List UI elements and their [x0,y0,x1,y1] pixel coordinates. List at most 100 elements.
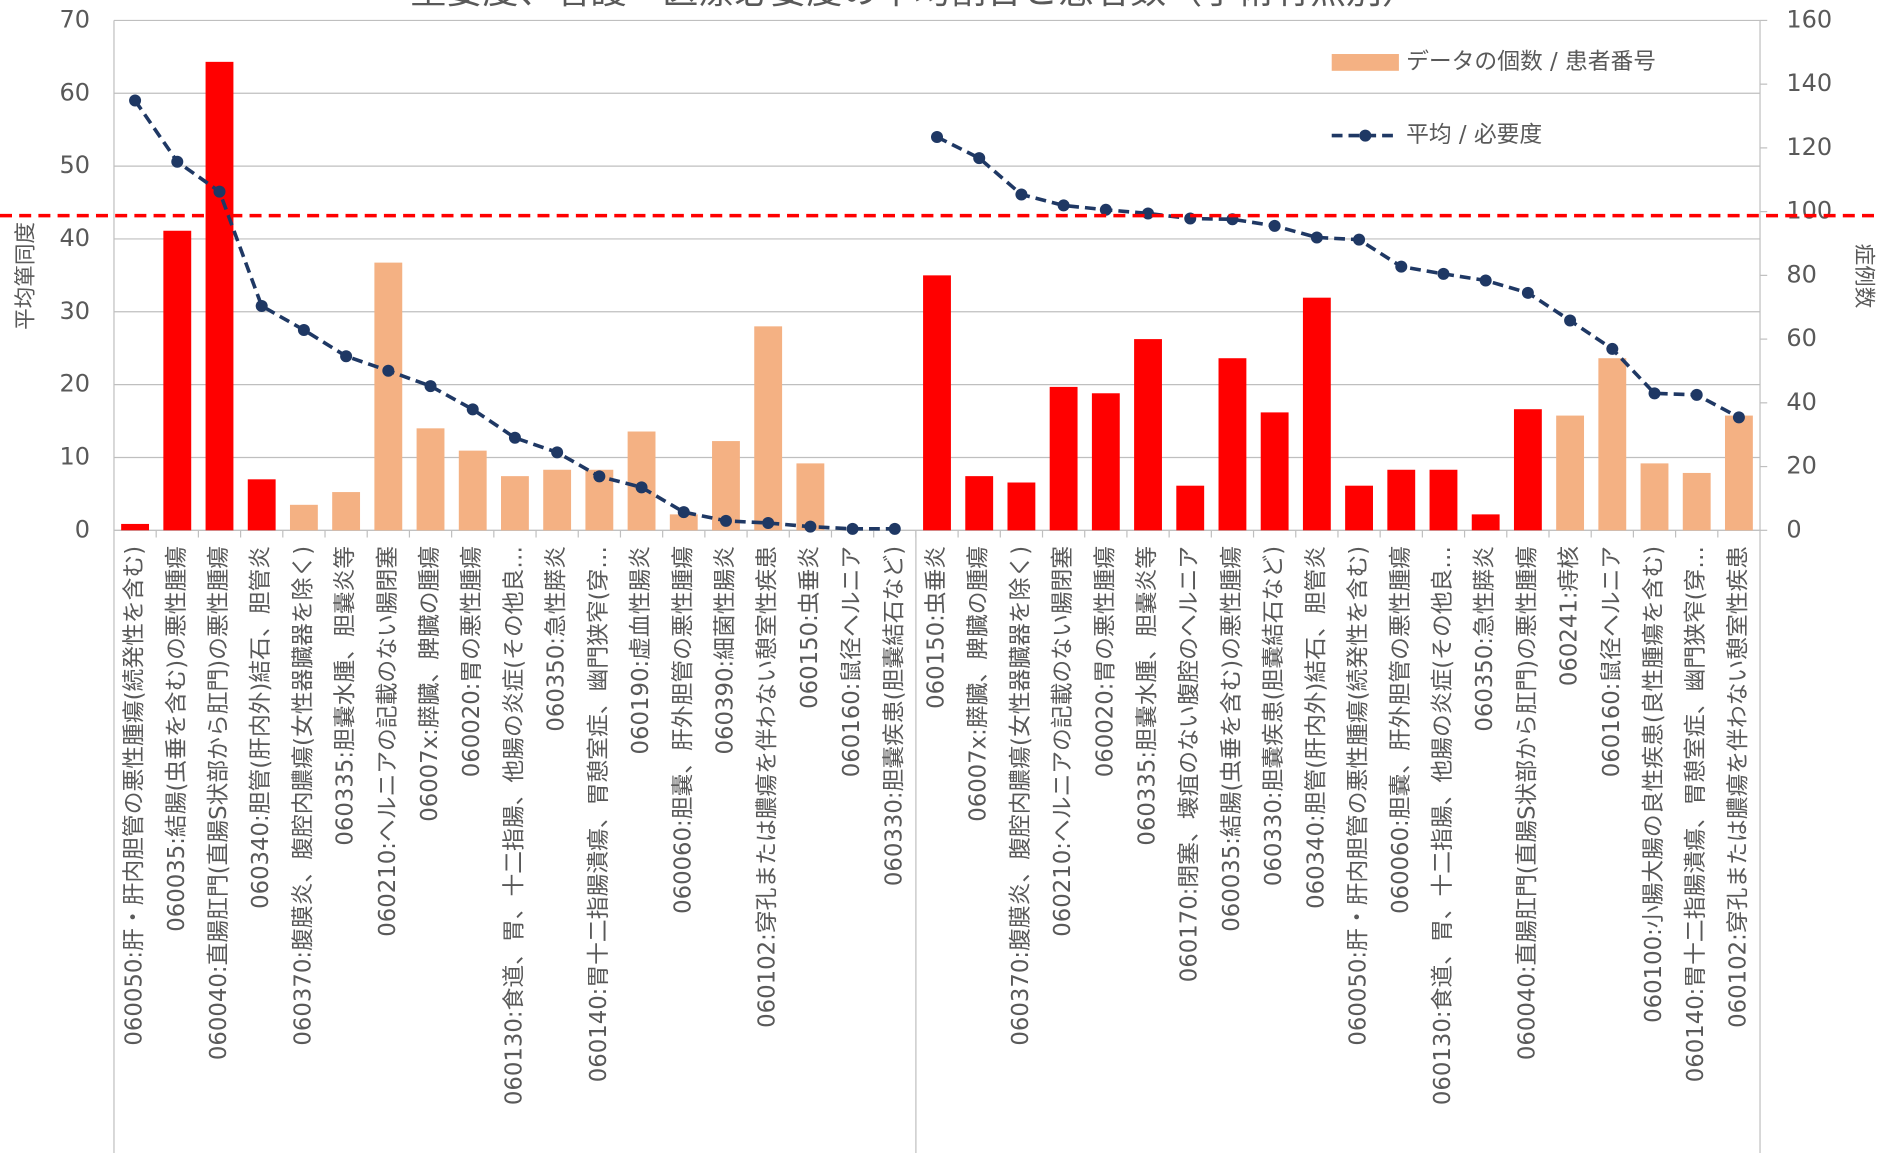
line-point [1690,388,1703,401]
bar [1260,412,1289,531]
line-point [1479,274,1492,287]
line-point [424,380,437,393]
x-tick-label: 060140:胃十二指腸潰瘍、胃憩室症、幽門狭窄(穿… [1683,546,1709,1082]
x-tick-label: 060330:胆嚢疾患(胆嚢結石など) [1261,546,1287,886]
y-tick-label: 10 [59,442,90,470]
y2-tick-label: 100 [1786,197,1832,225]
line-point [551,446,564,459]
x-tick-label: 060060:胆嚢、肝外胆管の悪性腫瘍 [1388,546,1414,914]
bar [121,523,150,531]
line-point [1099,203,1112,216]
legend-swatch [1331,54,1399,71]
x-tick-label: 060150:虫垂炎 [924,546,950,709]
x-tick-label: 06007x:膵臓、脾臓の腫瘍 [966,546,992,822]
bar [1471,514,1500,531]
bar [163,230,192,531]
x-tick-label: 060350:急性膵炎 [1472,546,1498,732]
y2-tick-label: 140 [1786,69,1832,97]
x-tick-label: 060150:虫垂炎 [797,546,823,709]
y-tick-label: 30 [59,297,90,325]
legend-label: 平均 / 必要度 [1406,122,1542,148]
line-point [931,130,943,143]
x-tick-label: 060340:胆管(肝内外)結石、胆管炎 [248,546,274,909]
chart-title: 重要度、看護・医療必要度の平均割合と患者数（手術有無別） [410,0,1418,12]
y2-axis-label: 症例数 [1851,244,1876,309]
x-tick-label: 060210:ヘルニアの記載のない腸閉塞 [375,546,401,937]
x-tick-label: 060335:胆嚢水腫、胆嚢炎等 [333,546,359,846]
line-point [1395,260,1408,273]
y2-tick-label: 160 [1786,5,1832,33]
bar [1049,386,1078,531]
line-point [1564,314,1577,327]
x-tick-label: 060102:穿孔または膿瘍を伴わない憩室性疾患 [1725,546,1751,1028]
x-tick-label: 060040:直腸肛門(直腸S状部から肛門)の悪性腫瘍 [1514,546,1540,1060]
bar [923,275,951,531]
x-tick-label: 060330:胆嚢疾患(胆嚢結石など) [881,546,907,886]
bar [205,61,234,531]
line-point [846,522,859,535]
line-point [1521,286,1534,299]
y2-tick-label: 120 [1786,133,1832,161]
y-tick-label: 40 [59,224,90,252]
bar [1007,482,1036,531]
line-point [129,94,142,107]
bar [332,492,361,531]
line-point [677,506,690,519]
x-tick-label: 060390:細菌性腸炎 [712,546,738,755]
line-point [1437,267,1450,280]
y-tick-label: 60 [59,78,90,106]
bar [754,326,783,531]
line-point [1310,231,1323,244]
bar [796,463,825,531]
x-tick-label: 060160:鼠径ヘルニア [839,546,865,777]
x-tick-label: 060241:痔核 [1557,546,1583,686]
x-tick-label: 060060:胆嚢、肝外胆管の悪性腫瘍 [670,546,696,914]
line-point [1606,342,1619,355]
y-tick-label: 70 [59,5,90,33]
x-tick-label: 060020:胃の悪性腫瘍 [1092,546,1118,777]
line-point [213,185,226,198]
bar [1513,409,1542,531]
line-point [1142,207,1155,220]
x-tick-label: 060140:胃十二指腸潰瘍、胃憩室症、幽門狭窄(穿… [586,546,612,1082]
bar [1429,469,1458,531]
y2-tick-label: 20 [1786,452,1817,480]
x-tick-label: 060035:結腸(虫垂を含む)の悪性腫瘍 [1219,546,1245,932]
bar [1724,415,1753,531]
x-tick-label: 060035:結腸(虫垂を含む)の悪性腫瘍 [164,546,190,932]
y-tick-label: 20 [59,370,90,398]
y-tick-label: 50 [59,151,90,179]
line-point [762,517,775,530]
x-tick-label: 060130:食道、胃、十二指腸、他腸の炎症(その他良… [1430,546,1456,1105]
line-point [1732,411,1745,424]
y2-tick-label: 40 [1786,388,1817,416]
legend-swatch [1359,129,1372,142]
y2-tick-label: 80 [1786,260,1817,288]
line-point [804,520,817,533]
x-tick-label: 060210:ヘルニアの記載のない腸閉塞 [1050,546,1076,937]
x-tick-label: 060160:鼠径ヘルニア [1599,546,1625,777]
bar [458,450,487,531]
x-tick-label: 060370:腹膜炎、腹腔内膿瘍(女性器臓器を除く) [290,546,316,1046]
y2-tick-label: 0 [1786,515,1801,543]
line-point [255,299,268,312]
line-point [1268,219,1281,232]
bar [1598,358,1627,531]
bar [1387,469,1416,531]
line-point [1648,387,1661,400]
bar [289,504,318,531]
x-tick-label: 060040:直腸肛門(直腸S状部から肛門)の悪性腫瘍 [206,546,232,1060]
x-tick-label: 06007x:膵臓、脾臓の腫瘍 [417,546,443,822]
line-point [973,152,986,165]
bar [1091,393,1120,531]
line-point [635,481,648,494]
bar [1302,297,1331,531]
line-point [1015,188,1028,201]
x-tick-label: 060350:急性膵炎 [544,546,570,732]
x-tick-label: 060340:胆管(肝内外)結石、胆管炎 [1303,546,1329,909]
line-point [382,364,395,377]
line-point [297,323,310,336]
line [936,135,1740,419]
